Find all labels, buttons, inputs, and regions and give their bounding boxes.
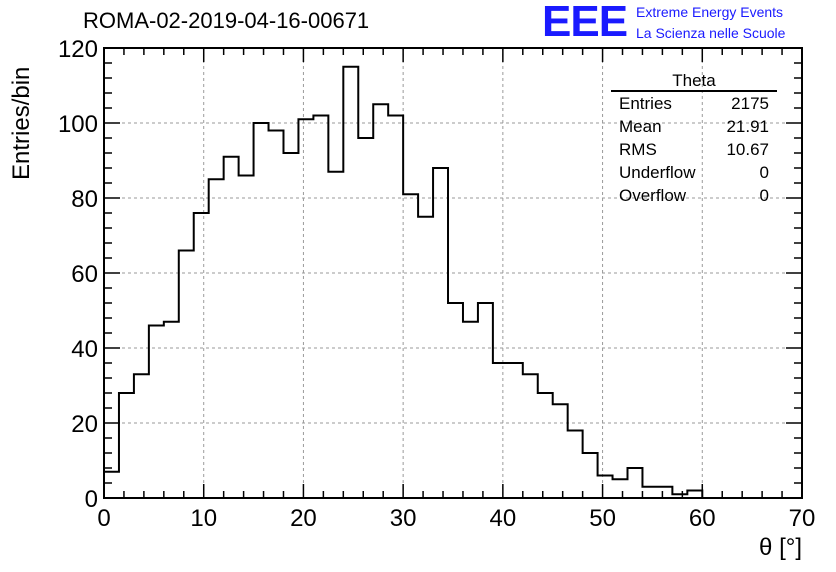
stats-label: Overflow: [619, 186, 687, 205]
histogram-outline: [103, 65, 802, 499]
y-tick-label: 40: [71, 336, 98, 363]
stats-value: 10.67: [726, 140, 769, 159]
y-tick-label: 120: [58, 36, 98, 63]
histogram-bin: [343, 67, 358, 498]
stats-label: Entries: [619, 94, 672, 113]
histogram-bin: [433, 168, 448, 498]
stats-label: Underflow: [619, 163, 696, 182]
stats-row-rms: RMS 10.67: [611, 138, 777, 161]
stats-row-underflow: Underflow 0: [611, 161, 777, 184]
x-tick-label: 70: [789, 505, 816, 532]
histogram-bin: [448, 303, 463, 498]
histogram-bin: [687, 491, 702, 499]
x-tick-label: 50: [589, 505, 616, 532]
histogram-bin: [418, 217, 433, 498]
stats-value: 2175: [731, 94, 769, 113]
x-tick-label: 10: [190, 505, 217, 532]
histogram-bin: [119, 393, 134, 498]
histogram-bin: [373, 104, 388, 498]
histogram-bin: [104, 472, 119, 498]
y-tick-label: 80: [71, 186, 98, 213]
histogram-bin: [313, 116, 328, 499]
axis-ticks: [103, 47, 803, 499]
histogram-bin: [523, 374, 538, 498]
histogram-bin: [657, 487, 672, 498]
histogram-bin: [239, 176, 254, 499]
stats-value: 0: [759, 163, 769, 182]
histogram-bin: [642, 487, 657, 498]
eee-logo: EEE: [542, 0, 628, 46]
histogram-bin: [254, 123, 269, 498]
histogram-bin: [283, 153, 298, 498]
x-tick-label: 60: [689, 505, 716, 532]
x-axis-title: θ [°]: [759, 534, 802, 561]
logo-line-2: La Scienza nelle Scuole: [636, 25, 786, 41]
x-tick-label: 20: [290, 505, 317, 532]
y-axis-title: Entries/bin: [8, 66, 35, 180]
stats-label: RMS: [619, 140, 657, 159]
y-tick-label: 0: [85, 486, 98, 513]
histogram-bin: [493, 363, 508, 498]
histogram-bin: [388, 116, 403, 499]
histogram-bin: [269, 131, 284, 499]
stats-value: 0: [759, 186, 769, 205]
x-tick-label: 40: [490, 505, 517, 532]
histogram-bin: [403, 194, 418, 498]
histogram-bin: [358, 138, 373, 498]
histogram-bin: [194, 213, 209, 498]
stats-label: Mean: [619, 117, 662, 136]
stats-row-entries: Entries 2175: [611, 92, 777, 115]
logo-line-1: Extreme Energy Events: [636, 4, 784, 20]
histogram-bin: [538, 393, 553, 498]
histogram-bin: [613, 479, 628, 498]
histogram-bin: [298, 119, 313, 498]
histogram-bin: [598, 476, 613, 499]
stats-row-mean: Mean 21.91: [611, 115, 777, 138]
y-tick-label: 100: [58, 111, 98, 138]
stats-box: Theta Entries 2175 Mean 21.91 RMS 10.67 …: [611, 72, 777, 207]
y-tick-label: 60: [71, 261, 98, 288]
histogram-bin: [209, 179, 224, 498]
y-tick-label: 20: [71, 411, 98, 438]
histogram-bin: [179, 251, 194, 499]
histogram-bin: [134, 374, 149, 498]
run-title: ROMA-02-2019-04-16-00671: [83, 8, 370, 33]
histogram-bin: [478, 303, 493, 498]
histogram-bin: [553, 404, 568, 498]
histogram-bin: [328, 172, 343, 498]
x-tick-label: 0: [97, 505, 110, 532]
histogram-bin: [568, 431, 583, 499]
histogram-bars: [103, 65, 802, 499]
histogram-bin: [149, 326, 164, 499]
x-tick-label: 30: [390, 505, 417, 532]
stats-title: Theta: [611, 72, 777, 92]
histogram-bin: [224, 157, 239, 498]
stats-value: 21.91: [726, 117, 769, 136]
histogram-bin: [583, 453, 598, 498]
histogram-bin: [508, 363, 523, 498]
tick-labels: 0 10 20 30 40 50 60 70 0 20 40 60 80 100 120: [58, 36, 815, 532]
histogram-bin: [628, 468, 643, 498]
stats-row-overflow: Overflow 0: [611, 184, 777, 207]
